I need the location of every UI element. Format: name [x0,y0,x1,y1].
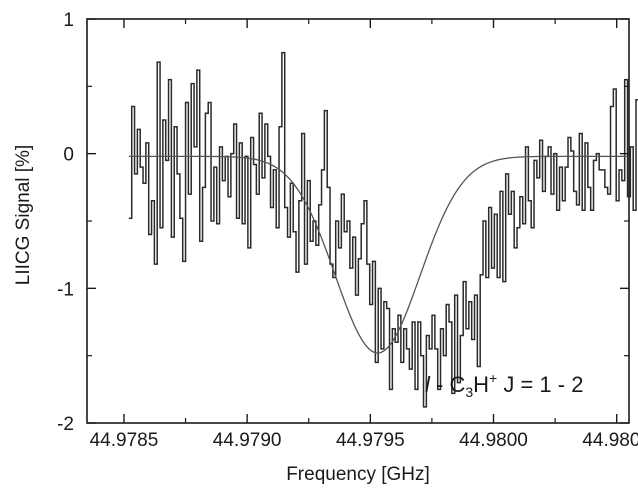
chart-annotation: l - C3H+ J = 1 - 2 [425,370,583,400]
x-tick-label-1: 44.9790 [213,430,282,451]
plot-area [86,18,638,424]
annotation-mid: H [473,372,489,397]
annotation-subscript: 3 [465,384,473,400]
x-axis: 44.9785 44.9790 44.9795 44.9800 44.9805 [90,19,638,451]
annotation-tail: J = 1 - 2 [497,372,583,397]
y-axis: 1 0 -1 -2 [57,10,629,435]
y-tick-label-3: -2 [57,414,74,435]
x-axis-label: Frequency [GHz] [286,464,430,485]
annotation-text: - C [430,372,466,397]
signal-step-series [128,51,638,408]
x-tick-label-4: 44.9805 [582,430,638,451]
annotation-prefix: l [425,372,431,397]
gaussian-fit-curve [128,155,627,354]
x-tick-label-2: 44.9795 [336,430,405,451]
y-tick-label-2: -1 [57,279,74,300]
y-tick-label-0: 1 [63,10,74,31]
annotation-superscript: + [489,370,497,386]
x-tick-label-3: 44.9800 [459,430,528,451]
y-axis-label: LIICG Signal [%] [13,145,34,285]
y-tick-label-1: 0 [63,145,74,166]
x-tick-label-0: 44.9785 [90,430,159,451]
